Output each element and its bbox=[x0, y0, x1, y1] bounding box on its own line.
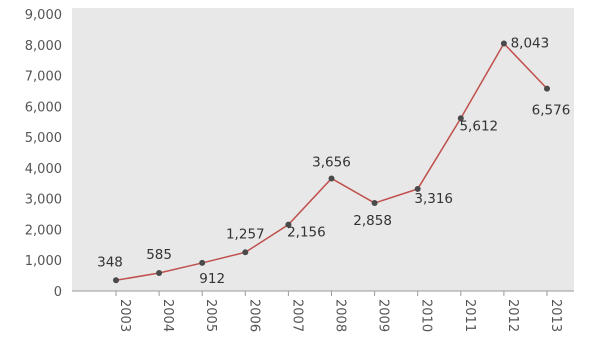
x-tick-label: 2005 bbox=[203, 299, 218, 332]
data-label: 6,576 bbox=[532, 103, 571, 119]
x-tick-label: 2010 bbox=[419, 299, 434, 332]
x-tick-label: 2004 bbox=[160, 299, 175, 332]
data-point bbox=[328, 175, 335, 182]
data-label: 5,612 bbox=[459, 118, 498, 134]
data-point bbox=[113, 277, 119, 284]
y-tick-label: 2,000 bbox=[25, 223, 62, 238]
x-tick-label: 2013 bbox=[548, 299, 563, 332]
data-point bbox=[414, 185, 421, 192]
y-tick-label: 9,000 bbox=[25, 8, 62, 23]
y-tick-label: 0 bbox=[54, 285, 62, 300]
x-tick-label: 2006 bbox=[246, 299, 261, 332]
x-tick-label: 2008 bbox=[333, 299, 348, 332]
data-label: 912 bbox=[199, 271, 225, 287]
x-tick-label: 2003 bbox=[117, 299, 132, 332]
data-point bbox=[156, 269, 163, 276]
data-points bbox=[113, 40, 550, 284]
y-tick-label: 1,000 bbox=[25, 254, 62, 269]
data-label: 348 bbox=[97, 254, 123, 270]
data-label: 3,316 bbox=[414, 191, 453, 207]
data-point bbox=[544, 85, 550, 92]
data-point bbox=[199, 259, 206, 266]
data-label: 585 bbox=[146, 247, 172, 263]
data-point bbox=[371, 200, 378, 207]
data-label: 3,656 bbox=[312, 154, 351, 170]
y-tick-label: 5,000 bbox=[25, 131, 62, 146]
y-tick-label: 6,000 bbox=[25, 100, 62, 115]
x-tick-label: 2009 bbox=[376, 299, 391, 332]
y-axis-ticks: 0 1,000 2,000 3,000 4,000 5,000 6,000 7,000 8,00… bbox=[25, 8, 62, 300]
x-axis-ticks: 2003 2004 2005 2006 2007 2008 2009 2010 2011 2012… bbox=[115, 291, 563, 332]
data-point bbox=[285, 221, 292, 228]
data-point bbox=[457, 115, 464, 122]
y-tick-label: 8,000 bbox=[25, 39, 62, 54]
data-label: 2,156 bbox=[287, 225, 326, 241]
plot-area bbox=[72, 8, 574, 291]
x-tick-label: 2007 bbox=[289, 299, 304, 332]
data-point bbox=[500, 40, 507, 47]
data-label: 8,043 bbox=[511, 35, 550, 51]
x-tick-label: 2012 bbox=[505, 299, 520, 332]
y-tick-label: 4,000 bbox=[25, 162, 62, 177]
data-labels: 348 585 912 1,257 2,156 3,656 2,858 3,316 5,612 8… bbox=[97, 35, 570, 286]
data-label: 2,858 bbox=[353, 213, 392, 229]
data-label: 1,257 bbox=[226, 226, 265, 242]
y-tick-label: 7,000 bbox=[25, 70, 62, 85]
y-tick-label: 3,000 bbox=[25, 193, 62, 208]
x-tick-label: 2011 bbox=[462, 299, 477, 332]
data-point bbox=[242, 249, 249, 256]
